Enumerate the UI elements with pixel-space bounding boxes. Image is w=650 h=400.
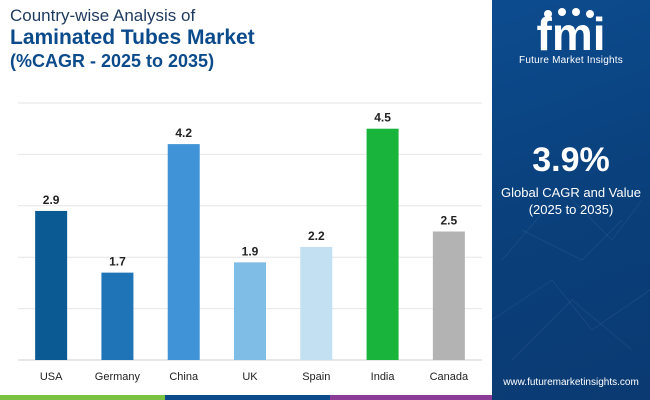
logo-icon-dot-3: [572, 8, 580, 16]
bar-germany: [101, 272, 134, 360]
x-tick-label-spain: Spain: [302, 371, 330, 383]
title-line-1: Country-wise Analysis of: [10, 6, 196, 25]
bar-china: [167, 144, 200, 360]
x-tick-label-germany: Germany: [95, 371, 141, 383]
bar-india: [366, 128, 399, 360]
strip-segment-purple: [330, 395, 492, 400]
x-tick-label-india: India: [371, 371, 396, 383]
kpi-period: (2025 to 2035): [528, 202, 614, 217]
logo-subtitle: Future Market Insights: [519, 55, 623, 66]
title-line-3: (%CAGR - 2025 to 2035): [10, 51, 215, 71]
title-line-2: Laminated Tubes Market: [10, 26, 255, 49]
summary-panel: fmi Future Market Insights 3.9% Global C…: [492, 0, 650, 400]
logo-icon-dot-1: [544, 10, 552, 18]
logo-icon-dot-4: [586, 10, 594, 18]
fmi-logo-mark: fmi: [537, 8, 606, 54]
value-label-india: 4.5: [374, 111, 391, 125]
value-label-germany: 1.7: [109, 255, 126, 269]
website-url: www.futuremarketinsights.com: [503, 377, 639, 388]
kpi-label: Global CAGR and Value: [501, 185, 641, 200]
bar-usa: [35, 210, 68, 360]
bar-spain: [300, 246, 333, 360]
value-label-canada: 2.5: [441, 214, 458, 228]
kpi-value: 3.9%: [532, 141, 610, 179]
chart-title-block: Country-wise Analysis of Laminated Tubes…: [10, 6, 480, 72]
x-tick-label-usa: USA: [40, 371, 63, 383]
bar-uk: [234, 262, 266, 360]
bottom-color-strip: [0, 395, 492, 400]
strip-segment-blue: [165, 395, 330, 400]
value-label-usa: 2.9: [43, 193, 60, 207]
x-tick-label-uk: UK: [242, 371, 258, 383]
global-cagr-kpi: 3.9% Global CAGR and Value (2025 to 2035…: [492, 140, 650, 218]
x-tick-label-china: China: [169, 371, 199, 383]
x-tick-label-canada: Canada: [430, 371, 469, 383]
fmi-logo: fmi Future Market Insights: [492, 6, 650, 66]
value-label-uk: 1.9: [242, 244, 259, 258]
logo-icon-dot-2: [558, 8, 566, 16]
value-label-spain: 2.2: [308, 229, 325, 243]
bar-canada: [432, 231, 465, 360]
strip-segment-green: [0, 395, 165, 400]
panel-texture: [492, 189, 650, 361]
value-label-china: 4.2: [175, 126, 192, 140]
bar-chart: 2.9 USA 1.7 Germany 4.2 China 1.9 UK 2.2 Spain 4.5…: [18, 102, 482, 383]
